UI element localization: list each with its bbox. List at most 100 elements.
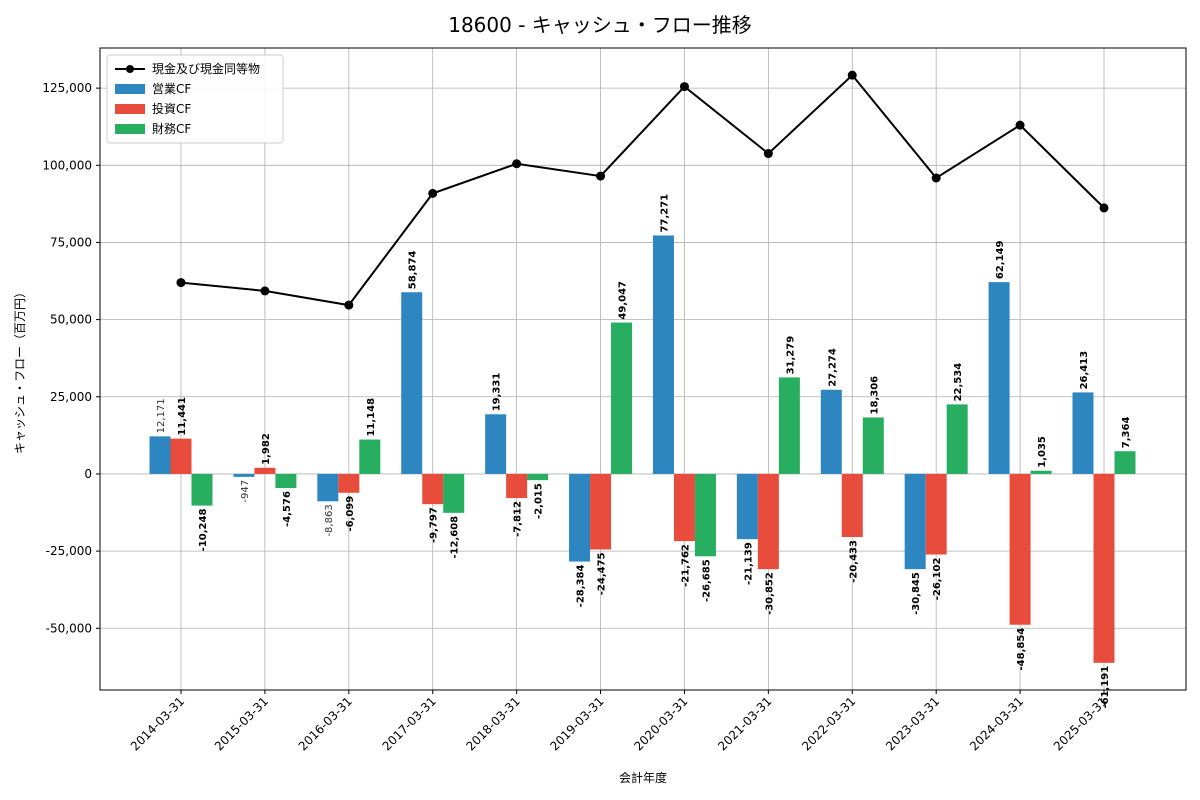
bar-1 (569, 473, 591, 562)
bar-2 (506, 473, 528, 499)
y-tick-label: 75,000 (50, 235, 92, 249)
bar-1 (652, 235, 674, 474)
bar-value-label: -10,248 (198, 509, 209, 552)
bar-value-label: 11,441 (177, 397, 188, 436)
bar-value-label: 11,148 (366, 398, 377, 437)
bar-1 (401, 292, 423, 474)
x-tick-label: 2023-03-31 (883, 694, 942, 753)
bar-labels: 12,171 -947 -8,863 58,874 19,331 -28,384 77,27… (156, 194, 1132, 709)
bar-value-label: 7,364 (1121, 417, 1132, 449)
bar-value-label: -26,102 (932, 557, 943, 600)
x-tick-label: 2017-03-31 (380, 694, 439, 753)
bar-value-label: -21,762 (680, 544, 691, 587)
bar-3 (862, 417, 884, 474)
bar-value-label: -28,384 (576, 565, 587, 608)
bar-1 (988, 282, 1010, 474)
x-tick-label: 2016-03-31 (296, 694, 355, 753)
bar-value-label: 19,331 (492, 373, 503, 412)
cash-line-path (180, 73, 1105, 307)
cash-line-point (176, 278, 186, 288)
cash-line-point (763, 149, 773, 159)
bar-value-label: -947 (240, 480, 251, 503)
bar-3 (1114, 451, 1136, 474)
bar-2 (1009, 473, 1031, 625)
bar-2 (170, 438, 192, 474)
cash-line-point (596, 171, 606, 181)
bar-value-label: -2,015 (534, 483, 545, 519)
bar-2 (254, 467, 276, 474)
bar-value-label: -21,139 (743, 542, 754, 585)
bar-1 (1072, 392, 1094, 474)
bar-value-label: -48,854 (1016, 628, 1027, 671)
bar-2 (925, 473, 947, 555)
x-tick-label: 2019-03-31 (547, 694, 606, 753)
x-tick-label: 2021-03-31 (715, 694, 774, 753)
y-axis-label: キャッシュ・フロー（百万円） (13, 286, 27, 454)
bar-1 (317, 473, 339, 502)
bar-value-label: 77,271 (659, 194, 670, 233)
legend-swatch-bar (115, 104, 145, 114)
bar-value-label: 18,306 (869, 376, 880, 415)
bar-value-label: 27,274 (827, 348, 838, 387)
bar-3 (611, 322, 633, 474)
legend-entry: 現金及び現金同等物 (152, 61, 260, 76)
bar-3 (527, 473, 549, 481)
bar-value-label: -30,845 (911, 572, 922, 615)
bar-3 (443, 473, 465, 513)
bar-3 (946, 404, 968, 474)
bar-value-label: 58,874 (408, 251, 419, 290)
legend-swatch-bar (115, 124, 145, 134)
bar-value-label: 22,534 (953, 363, 964, 402)
bar-value-label: 49,047 (618, 281, 629, 320)
x-tick-label: 2015-03-31 (212, 694, 271, 753)
bar-value-label: -7,812 (513, 501, 524, 537)
bar-value-label: -26,685 (701, 559, 712, 602)
y-tick-label: -50,000 (46, 621, 92, 635)
y-tick-label: 0 (84, 467, 92, 481)
x-tick-label: 2025-03-31 (1051, 694, 1110, 753)
cash-line-point (512, 159, 522, 169)
legend-entry: 投資CF (152, 101, 191, 116)
bar-value-label: -4,576 (282, 491, 293, 527)
cash-line-point (679, 82, 689, 92)
bar-value-label: -6,099 (345, 496, 356, 532)
bar-value-label: -61,191 (1100, 666, 1111, 709)
x-tick-label: 2020-03-31 (631, 694, 690, 753)
y-tick-label: 100,000 (42, 158, 92, 172)
bar-value-label: -12,608 (450, 516, 461, 559)
bar-3 (359, 439, 381, 474)
cash-line-point (1099, 203, 1109, 213)
y-tick-label: 125,000 (42, 81, 92, 95)
bar-value-label: -8,863 (324, 504, 335, 536)
legend-swatch-bar (115, 84, 145, 94)
x-tick-label: 2014-03-31 (128, 694, 187, 753)
bar-value-label: 12,171 (156, 398, 167, 433)
cash-line-point (1015, 120, 1025, 130)
cash-line (176, 70, 1109, 310)
bar-2 (841, 473, 863, 538)
cash-line-point (428, 188, 438, 198)
bar-3 (191, 473, 213, 506)
bar-2 (338, 473, 360, 493)
x-tick-label: 2024-03-31 (967, 694, 1026, 753)
cash-line-point (260, 286, 270, 296)
cash-line-point (931, 173, 941, 183)
bar-value-label: 26,413 (1079, 351, 1090, 390)
x-axis-label: 会計年度 (619, 770, 667, 785)
bar-value-label: -9,797 (429, 507, 440, 543)
legend-box (106, 54, 284, 144)
bar-2 (590, 473, 612, 550)
bar-value-label: -20,433 (848, 540, 859, 583)
bar-value-label: -24,475 (597, 552, 608, 595)
bar-3 (1030, 470, 1052, 474)
legend-entry: 営業CF (152, 82, 191, 96)
grid (100, 48, 1186, 690)
legend-swatch-marker (126, 65, 134, 73)
bar-2 (1093, 473, 1115, 663)
legend-entry: 財務CF (152, 121, 191, 136)
bar-3 (694, 473, 716, 557)
bar-1 (820, 389, 842, 474)
bar-value-label: 62,149 (995, 240, 1006, 279)
